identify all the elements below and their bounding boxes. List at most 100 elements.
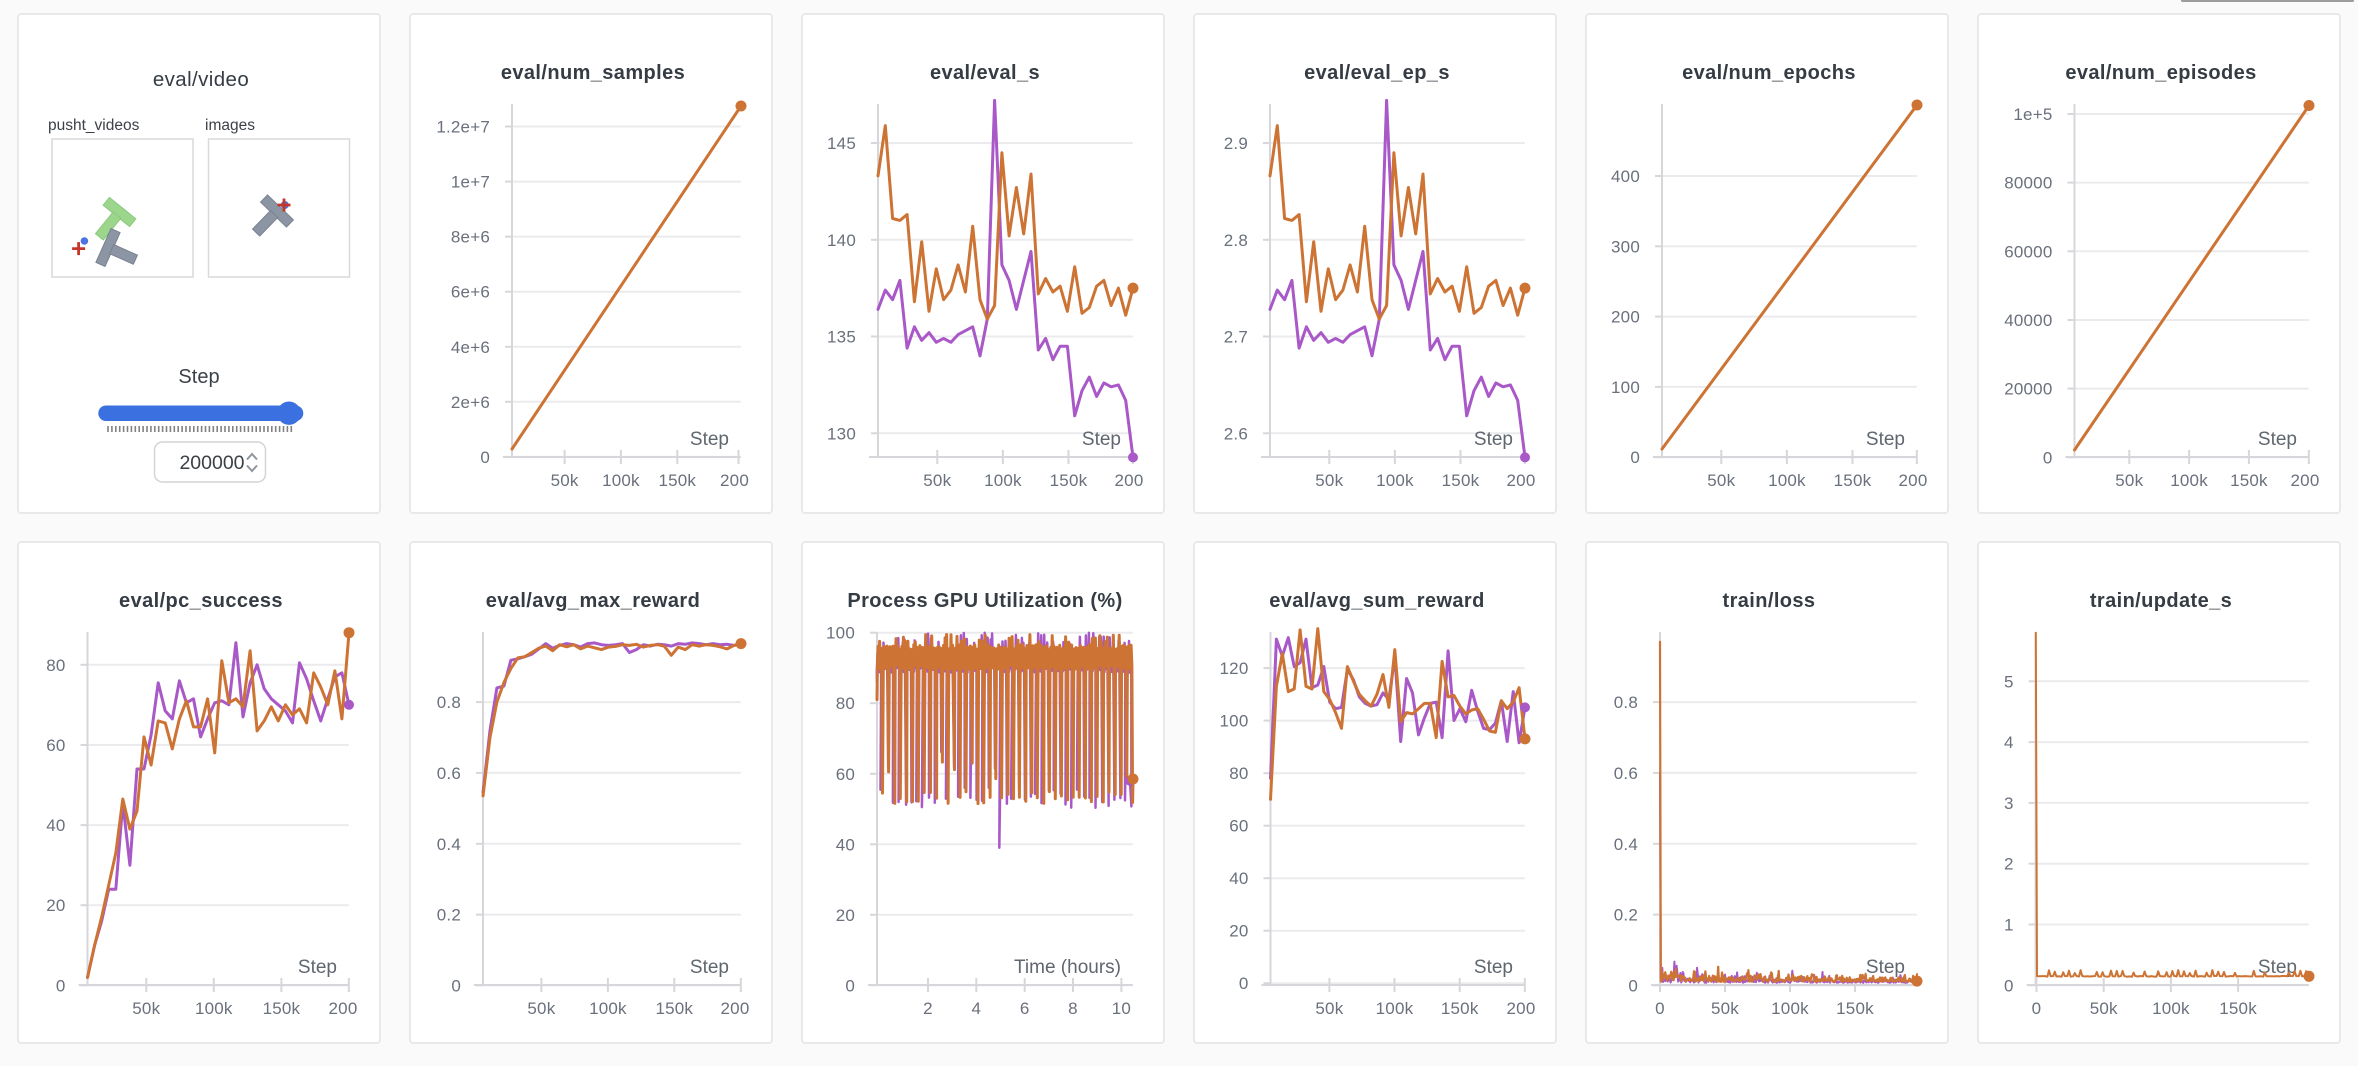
svg-text:80: 80	[1229, 764, 1248, 783]
svg-text:Step: Step	[178, 366, 219, 388]
svg-text:20: 20	[836, 906, 855, 925]
svg-text:150k: 150k	[2219, 999, 2257, 1018]
svg-text:200: 200	[2291, 471, 2320, 490]
svg-text:40000: 40000	[2004, 311, 2052, 330]
svg-text:0: 0	[1655, 999, 1665, 1018]
svg-text:40: 40	[836, 835, 855, 854]
svg-text:0: 0	[845, 976, 855, 995]
svg-text:40: 40	[46, 816, 65, 835]
svg-text:150k: 150k	[655, 999, 693, 1018]
svg-text:1e+5: 1e+5	[2013, 105, 2052, 124]
svg-text:120: 120	[1220, 659, 1249, 678]
svg-text:100k: 100k	[602, 471, 640, 490]
svg-text:Step: Step	[1866, 957, 1905, 978]
svg-text:0: 0	[1630, 448, 1640, 467]
svg-text:200000: 200000	[179, 452, 244, 474]
svg-text:60000: 60000	[2004, 242, 2052, 261]
svg-text:Step: Step	[1082, 429, 1121, 450]
svg-text:150k: 150k	[658, 471, 696, 490]
svg-text:150k: 150k	[1050, 471, 1088, 490]
svg-text:0.8: 0.8	[437, 693, 461, 712]
svg-text:145: 145	[827, 134, 856, 153]
svg-text:Step: Step	[2258, 429, 2297, 450]
svg-text:0: 0	[451, 976, 461, 995]
svg-text:eval/avg_max_reward: eval/avg_max_reward	[486, 590, 700, 612]
svg-text:100k: 100k	[1771, 999, 1809, 1018]
svg-text:200: 200	[329, 999, 358, 1018]
svg-text:0: 0	[1628, 976, 1638, 995]
svg-text:Step: Step	[1866, 429, 1905, 450]
svg-text:8: 8	[1068, 999, 1078, 1018]
svg-text:Step: Step	[2258, 957, 2297, 978]
svg-text:eval/num_samples: eval/num_samples	[501, 62, 685, 84]
svg-text:100k: 100k	[984, 471, 1022, 490]
svg-text:2.6: 2.6	[1224, 424, 1248, 443]
svg-text:train/update_s: train/update_s	[2090, 590, 2232, 612]
svg-text:0.2: 0.2	[437, 906, 461, 925]
svg-text:60: 60	[836, 765, 855, 784]
svg-text:eval/eval_s: eval/eval_s	[930, 62, 1040, 84]
svg-text:50k: 50k	[2115, 471, 2143, 490]
svg-text:140: 140	[827, 231, 856, 250]
svg-text:200: 200	[721, 999, 750, 1018]
svg-text:100k: 100k	[1768, 471, 1806, 490]
svg-text:8e+6: 8e+6	[451, 228, 490, 247]
svg-text:50k: 50k	[2090, 999, 2118, 1018]
svg-text:eval/num_episodes: eval/num_episodes	[2065, 62, 2256, 84]
svg-text:0: 0	[2004, 976, 2014, 995]
svg-text:0: 0	[56, 976, 66, 995]
svg-text:100k: 100k	[195, 999, 233, 1018]
svg-text:3: 3	[2004, 794, 2014, 813]
svg-text:0: 0	[480, 448, 490, 467]
svg-text:20: 20	[46, 896, 65, 915]
svg-text:20: 20	[1229, 922, 1248, 941]
svg-text:150k: 150k	[2230, 471, 2268, 490]
svg-text:200: 200	[1899, 471, 1928, 490]
svg-text:Step: Step	[298, 957, 337, 978]
svg-text:100k: 100k	[1376, 999, 1414, 1018]
svg-text:300: 300	[1611, 237, 1640, 256]
svg-text:0: 0	[1239, 974, 1249, 993]
svg-text:4: 4	[971, 999, 981, 1018]
svg-text:2e+6: 2e+6	[451, 393, 490, 412]
svg-text:100k: 100k	[2152, 999, 2190, 1018]
svg-text:Step: Step	[1474, 429, 1513, 450]
svg-text:50k: 50k	[923, 471, 951, 490]
svg-text:2: 2	[2004, 855, 2014, 874]
svg-text:150k: 150k	[1442, 471, 1480, 490]
svg-text:eval/num_epochs: eval/num_epochs	[1682, 62, 1856, 84]
svg-text:200: 200	[1507, 999, 1536, 1018]
svg-text:2.9: 2.9	[1224, 134, 1248, 153]
svg-text:4: 4	[2004, 733, 2014, 752]
svg-text:100k: 100k	[2170, 471, 2208, 490]
svg-text:40: 40	[1229, 869, 1248, 888]
svg-text:100k: 100k	[1376, 471, 1414, 490]
svg-text:100: 100	[1220, 712, 1249, 731]
svg-text:150k: 150k	[263, 999, 301, 1018]
svg-text:6: 6	[1020, 999, 1030, 1018]
svg-text:eval/avg_sum_reward: eval/avg_sum_reward	[1269, 590, 1485, 612]
svg-text:Time (hours): Time (hours)	[1014, 957, 1121, 978]
svg-text:Step: Step	[1474, 957, 1513, 978]
svg-text:images: images	[205, 117, 255, 134]
svg-text:0.2: 0.2	[1614, 906, 1638, 925]
svg-text:50k: 50k	[551, 471, 579, 490]
svg-text:train/loss: train/loss	[1723, 590, 1816, 612]
svg-text:400: 400	[1611, 167, 1640, 186]
svg-text:200: 200	[1507, 471, 1536, 490]
svg-text:150k: 150k	[1441, 999, 1479, 1018]
svg-text:0: 0	[2043, 448, 2053, 467]
svg-text:5: 5	[2004, 672, 2014, 691]
svg-text:60: 60	[46, 736, 65, 755]
svg-text:1: 1	[2004, 916, 2014, 935]
svg-text:Step: Step	[690, 957, 729, 978]
svg-text:2: 2	[923, 999, 933, 1018]
svg-text:150k: 150k	[1834, 471, 1872, 490]
svg-text:eval/video: eval/video	[153, 68, 249, 91]
svg-text:10: 10	[1112, 999, 1131, 1018]
svg-text:200: 200	[1611, 308, 1640, 327]
svg-text:80: 80	[836, 694, 855, 713]
svg-text:2.8: 2.8	[1224, 231, 1248, 250]
svg-text:pusht_videos: pusht_videos	[48, 117, 140, 134]
svg-text:0.4: 0.4	[437, 835, 461, 854]
